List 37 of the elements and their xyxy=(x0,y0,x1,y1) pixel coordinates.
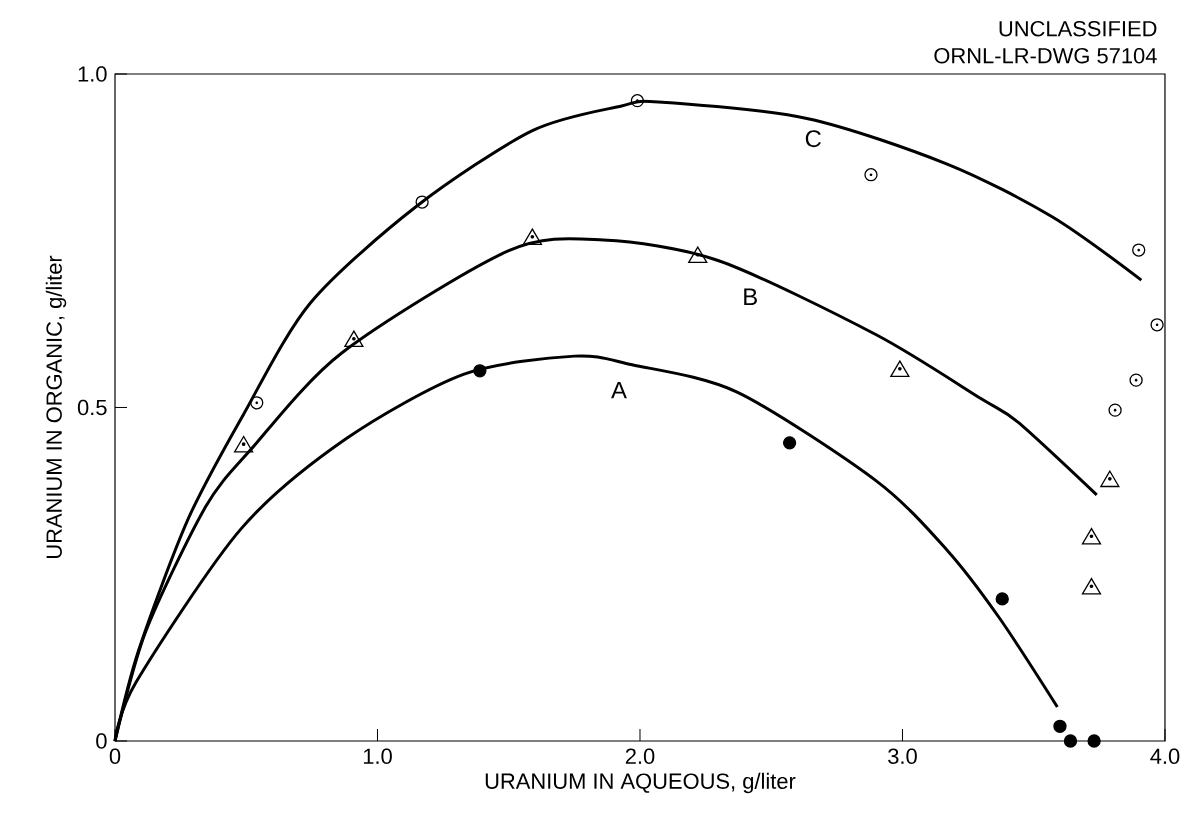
point xyxy=(1100,470,1120,488)
x-tick-label: 0 xyxy=(109,748,121,765)
point xyxy=(1150,318,1164,332)
point xyxy=(415,195,429,209)
point xyxy=(630,94,645,108)
y-tick-label: 1.0 xyxy=(78,66,107,82)
y-axis-title: URANIUM IN ORGANIC, g/liter xyxy=(45,255,67,559)
point xyxy=(995,592,1009,606)
point xyxy=(1081,527,1102,545)
point xyxy=(473,364,487,378)
point xyxy=(864,168,878,182)
point xyxy=(688,246,708,264)
point xyxy=(1108,403,1122,417)
point xyxy=(233,435,254,453)
point xyxy=(522,228,543,246)
text: ORNL-LR-DWG 57104 xyxy=(934,47,1157,64)
x-axis-title: URANIUM IN AQUEOUS, g/liter xyxy=(485,772,796,794)
point xyxy=(344,330,364,348)
point xyxy=(1081,577,1102,595)
point xyxy=(250,396,264,410)
point xyxy=(1053,719,1067,733)
y-tick-label: 0.5 xyxy=(77,399,107,416)
x-tick-label: 4.0 xyxy=(1150,748,1180,765)
point xyxy=(1132,243,1146,257)
annotation: A xyxy=(611,381,627,399)
point xyxy=(1087,734,1101,748)
annotation: B xyxy=(744,288,757,305)
point xyxy=(782,436,797,450)
x-tick-label: 3.0 xyxy=(888,748,917,765)
text: UNCLASSIFIED xyxy=(999,20,1157,37)
point xyxy=(1129,373,1143,387)
y-tick-label: 0 xyxy=(96,733,107,749)
x-tick-label: 1.0 xyxy=(363,748,392,765)
point xyxy=(890,360,910,378)
annotation: C xyxy=(805,130,821,148)
point xyxy=(1063,734,1078,748)
x-tick-label: 2.0 xyxy=(625,748,655,765)
